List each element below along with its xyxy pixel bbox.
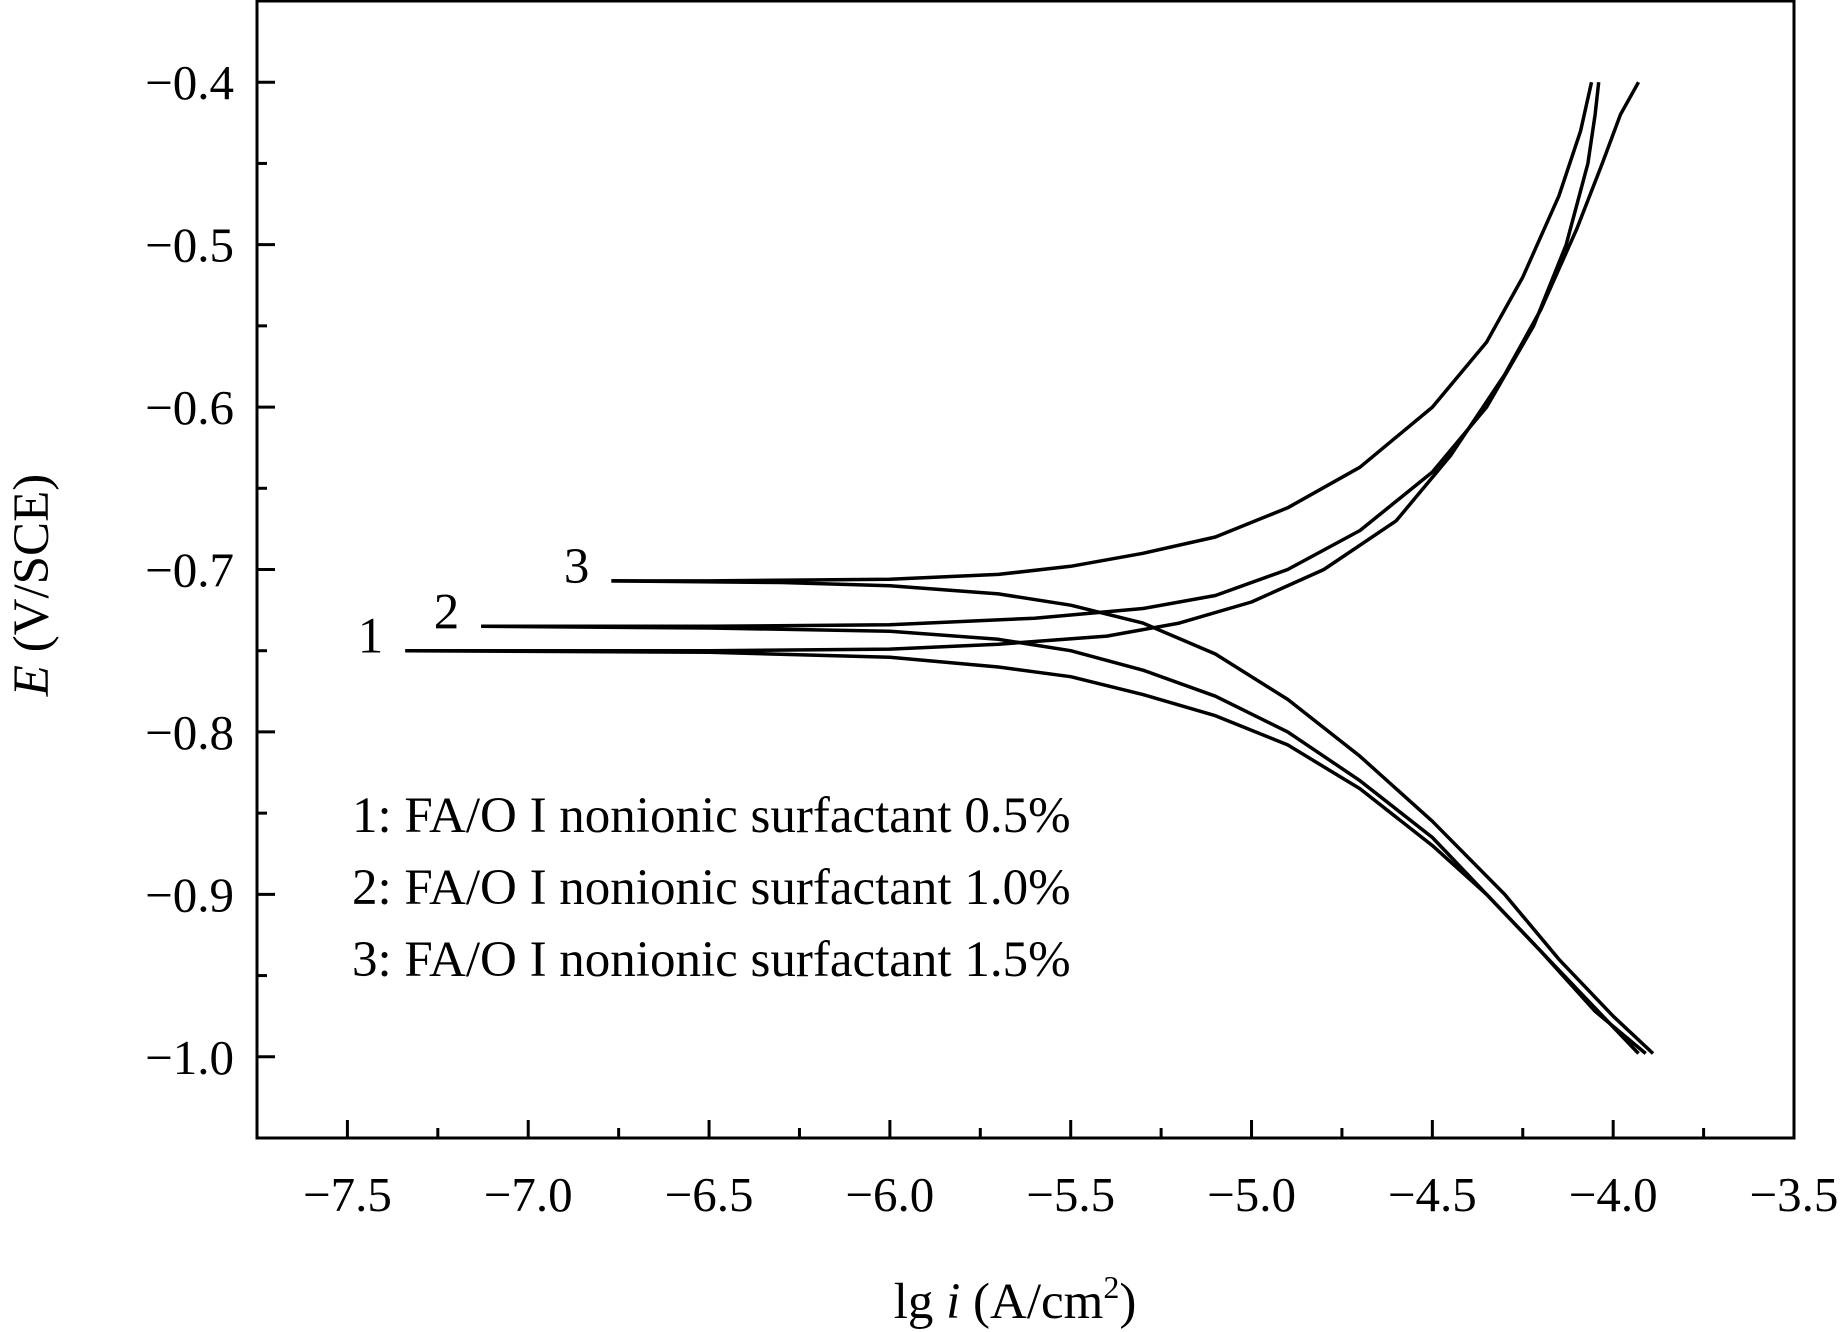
y-tick-label: −0.6 <box>145 380 234 435</box>
legend: 1: FA/O I nonionic surfactant 0.5% 2: FA/… <box>352 788 1071 988</box>
x-axis-title-symbol: i <box>946 1274 960 1330</box>
y-tick-label: −0.9 <box>145 867 234 922</box>
curve-1-cathodic-branch <box>405 648 1640 1055</box>
x-tick-label: −5.5 <box>1026 1167 1115 1222</box>
curve-number-labels: 1 2 3 <box>358 539 590 665</box>
curve-label-3: 3 <box>564 539 590 595</box>
curve-1-anodic-branch <box>405 81 1641 653</box>
x-axis-title-sup: 2 <box>1103 1269 1119 1305</box>
curve-3-cathodic-branch <box>611 579 1655 1055</box>
curve-label-2: 2 <box>434 584 460 640</box>
curve-2-anodic-branch <box>481 82 1601 629</box>
x-tick-label: −4.5 <box>1388 1167 1477 1222</box>
y-tick-label: −0.5 <box>145 218 234 273</box>
x-tick-label: −3.5 <box>1750 1167 1839 1222</box>
axis-ticks <box>257 0 1796 1140</box>
x-tick-label: −4.0 <box>1569 1167 1658 1222</box>
x-tick-label: −7.5 <box>303 1167 392 1222</box>
x-axis-title-prefix: lg <box>894 1274 946 1330</box>
y-tick-label: −0.7 <box>145 543 234 598</box>
x-axis-title-unit: (A/cm <box>960 1274 1103 1330</box>
x-tick-label: −6.5 <box>665 1167 754 1222</box>
curve-2-cathodic-branch <box>481 624 1647 1055</box>
y-axis-title-unit: (V/SCE) <box>4 474 60 665</box>
curve-3-anodic-branch <box>611 81 1594 583</box>
x-axis-title-close: ) <box>1119 1274 1136 1330</box>
x-tick-label: −7.0 <box>484 1167 573 1222</box>
legend-entry: 3: FA/O I nonionic surfactant 1.5% <box>352 932 1071 988</box>
y-tick-label: −0.8 <box>145 705 234 760</box>
x-axis-title: lg i (A/cm2) <box>894 1269 1137 1330</box>
legend-entry: 2: FA/O I nonionic surfactant 1.0% <box>352 860 1071 916</box>
y-axis-title: E (V/SCE) <box>4 474 60 697</box>
curve-label-1: 1 <box>358 609 384 665</box>
y-tick-label: −1.0 <box>145 1030 234 1085</box>
y-tick-labels: −0.4 −0.5 −0.6 −0.7 −0.8 −0.9 −1.0 <box>145 55 234 1085</box>
x-tick-label: −5.0 <box>1207 1167 1296 1222</box>
legend-entry: 1: FA/O I nonionic surfactant 0.5% <box>352 788 1071 844</box>
y-axis-title-symbol: E <box>4 665 60 697</box>
x-tick-labels: −7.5 −7.0 −6.5 −6.0 −5.5 −5.0 −4.5 −4.0 −3.5 <box>303 1167 1838 1222</box>
y-tick-label: −0.4 <box>145 55 234 110</box>
x-tick-label: −6.0 <box>845 1167 934 1222</box>
curves <box>405 81 1655 1055</box>
